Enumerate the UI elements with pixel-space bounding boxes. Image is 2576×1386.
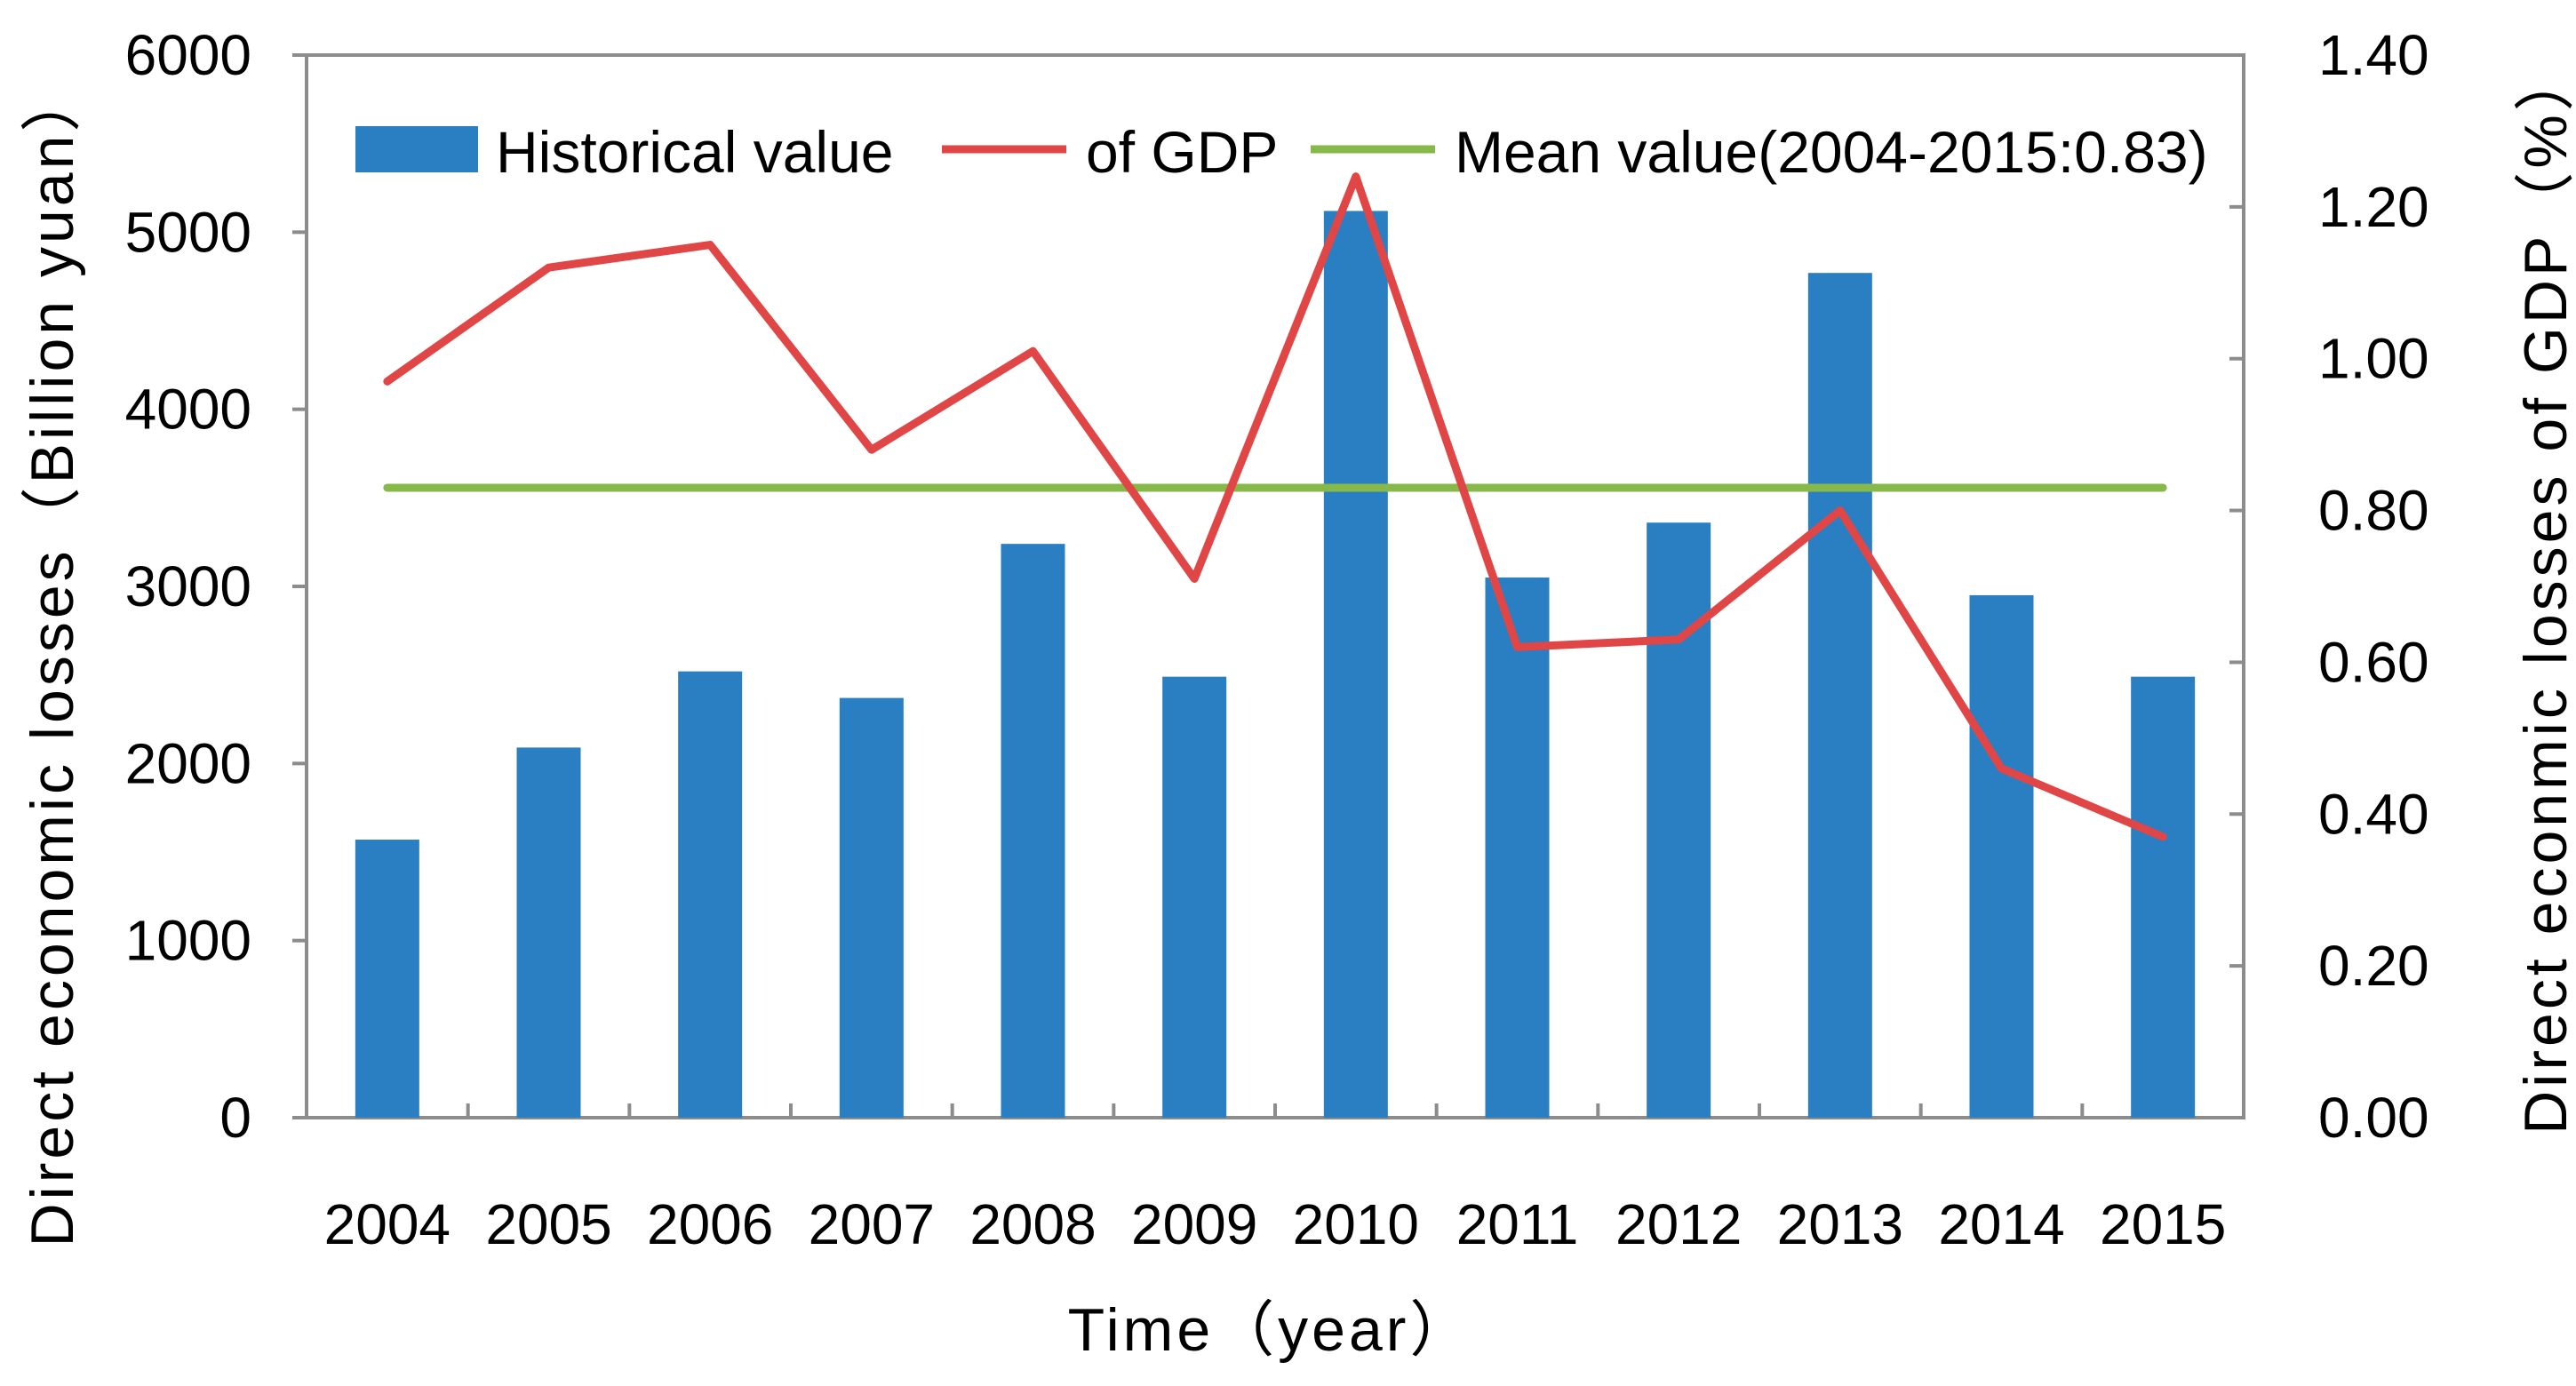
y-right-tick-label: 0.00 [2318,1086,2429,1150]
plot-area [305,53,2245,1119]
y-right-tick-label: 0.80 [2318,479,2429,543]
y-right-tick-label: 0.40 [2318,782,2429,846]
x-tick-label: 2004 [324,1192,451,1256]
plot-frame [305,53,2245,1119]
bar-historical-value [1485,578,1550,1118]
x-tick-label: 2010 [1293,1192,1419,1256]
x-tick-label: 2009 [1131,1192,1257,1256]
x-tick-label: 2007 [809,1192,935,1256]
bar-historical-value [1969,594,2034,1118]
x-tick-label: 2011 [1456,1192,1579,1256]
y-left-tick-label: 2000 [125,731,251,795]
axes: 0 1000 2000 3000 4000 5000 6000 0.00 0.20 0.40 0.6… [125,23,2429,1256]
legend: Historical value of GDP Mean value(2004-… [355,119,2208,185]
y-right-tick-label: 0.20 [2318,934,2429,998]
bar-historical-value [1807,273,1872,1118]
bar-historical-value [516,747,581,1118]
line-series [383,172,2167,841]
y-left-tick-label: 3000 [125,554,251,618]
x-tick-label: 2008 [969,1192,1096,1256]
x-axis-title: Time（year） [1068,1296,1474,1364]
legend-label-gdp: of GDP [1086,119,1278,185]
y-left-tick-label: 4000 [125,378,251,442]
line-gdp-share [383,172,2167,841]
y-left-tick-label: 5000 [125,200,251,264]
bar-series [355,211,2196,1118]
x-tick-label: 2013 [1777,1192,1903,1256]
y-right-tick-label: 0.60 [2318,630,2429,694]
legend-swatch-historical [355,126,478,172]
y-right-tick-label: 1.40 [2318,23,2429,87]
x-tick-label: 2006 [647,1192,773,1256]
bar-historical-value [1001,544,1065,1118]
y-right-tick-label: 1.00 [2318,327,2429,391]
x-tick-label: 2014 [1938,1192,2064,1256]
x-tick-label: 2005 [485,1192,611,1256]
bar-historical-value [1162,676,1227,1118]
legend-label-mean: Mean value(2004-2015:0.83) [1455,119,2208,185]
bar-historical-value [678,671,743,1118]
bar-historical-value [2131,676,2196,1118]
y-left-tick-label: 1000 [125,909,251,973]
x-tick-label: 2012 [1615,1192,1742,1256]
bar-historical-value [355,840,419,1118]
y-left-tick-label: 6000 [125,23,251,87]
legend-label-historical: Historical value [496,119,894,185]
y-axis-title-right: Direct econmic losses of GDP（%） [2512,47,2576,1135]
x-tick-label: 2015 [2100,1192,2226,1256]
bar-historical-value [839,697,904,1118]
bar-historical-value [1323,211,1388,1118]
y-left-tick-label: 0 [219,1086,251,1150]
bar-historical-value [1647,522,1711,1118]
y-right-tick-label: 1.20 [2318,175,2429,239]
y-axis-title-left: Direct economic losses（Billion yuan） [19,68,86,1247]
